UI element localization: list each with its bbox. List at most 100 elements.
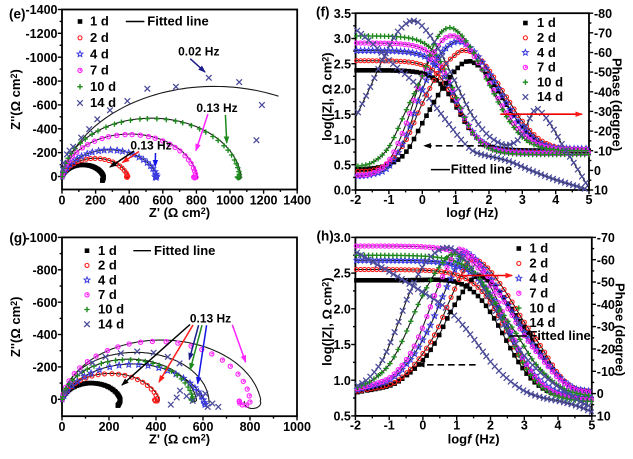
- svg-text:Fitted line: Fitted line: [147, 14, 208, 29]
- svg-text:1 d: 1 d: [537, 15, 556, 30]
- svg-text:4 d: 4 d: [90, 46, 109, 61]
- svg-text:0: 0: [597, 387, 604, 401]
- svg-text:0.5: 0.5: [334, 410, 351, 424]
- svg-text:(h): (h): [317, 229, 334, 244]
- svg-text:0.13 Hz: 0.13 Hz: [196, 101, 237, 115]
- svg-text:2 d: 2 d: [90, 30, 109, 45]
- svg-text:-80: -80: [594, 7, 612, 21]
- svg-text:5: 5: [588, 419, 595, 433]
- svg-text:4 d: 4 d: [537, 45, 556, 60]
- svg-text:200: 200: [85, 194, 106, 208]
- svg-text:3.0: 3.0: [334, 32, 351, 46]
- svg-text:1400: 1400: [283, 194, 311, 208]
- svg-text:3.5: 3.5: [334, 7, 351, 21]
- svg-text:2 d: 2 d: [529, 256, 548, 271]
- svg-text:1000: 1000: [216, 194, 244, 208]
- svg-text:-50: -50: [597, 276, 615, 290]
- svg-text:-200: -200: [32, 361, 57, 375]
- svg-text:14 d: 14 d: [537, 89, 563, 104]
- svg-text:10 d: 10 d: [537, 74, 563, 89]
- svg-text:Fitted line: Fitted line: [451, 162, 512, 177]
- svg-text:-20: -20: [597, 343, 615, 357]
- svg-text:-600: -600: [32, 296, 57, 310]
- svg-text:-1400: -1400: [26, 3, 58, 17]
- svg-text:1 d: 1 d: [90, 14, 109, 29]
- svg-text:-1: -1: [383, 193, 394, 207]
- svg-text:logf (Hz): logf (Hz): [448, 432, 500, 447]
- svg-text:1.5: 1.5: [334, 338, 351, 352]
- svg-text:800: 800: [240, 420, 261, 434]
- svg-text:400: 400: [119, 194, 140, 208]
- svg-text:Phase (degree): Phase (degree): [612, 283, 627, 376]
- svg-text:7 d: 7 d: [90, 63, 109, 78]
- svg-text:log(|Z|, Ω cm2): log(|Z|, Ω cm2): [320, 277, 335, 365]
- svg-text:-70: -70: [597, 231, 615, 245]
- svg-text:0: 0: [594, 164, 601, 178]
- svg-text:-20: -20: [594, 125, 612, 139]
- svg-text:5: 5: [586, 193, 593, 207]
- svg-text:-10: -10: [597, 365, 615, 379]
- svg-text:-600: -600: [32, 99, 57, 113]
- svg-text:(g): (g): [9, 231, 26, 246]
- svg-text:0.0: 0.0: [334, 184, 351, 198]
- svg-text:logf (Hz): logf (Hz): [446, 205, 498, 220]
- svg-text:0: 0: [59, 194, 66, 208]
- svg-text:4: 4: [552, 193, 559, 207]
- svg-text:-1200: -1200: [26, 27, 58, 41]
- svg-text:3: 3: [521, 419, 528, 433]
- svg-text:Fitted line: Fitted line: [529, 328, 590, 343]
- svg-text:7 d: 7 d: [537, 60, 556, 75]
- svg-text:0: 0: [51, 170, 58, 184]
- svg-text:2.0: 2.0: [334, 83, 351, 97]
- svg-text:-30: -30: [597, 320, 615, 334]
- svg-text:log(|Z|, Ω cm2): log(|Z|, Ω cm2): [320, 52, 335, 140]
- svg-text:10: 10: [597, 410, 611, 424]
- svg-text:7 d: 7 d: [98, 287, 117, 302]
- svg-text:-60: -60: [594, 46, 612, 60]
- svg-text:Fitted line: Fitted line: [154, 243, 215, 258]
- svg-text:-30: -30: [594, 105, 612, 119]
- svg-text:-1000: -1000: [26, 51, 58, 65]
- svg-text:-60: -60: [597, 253, 615, 267]
- svg-text:4 d: 4 d: [98, 272, 117, 287]
- svg-text:0: 0: [419, 419, 426, 433]
- svg-text:-40: -40: [597, 298, 615, 312]
- svg-text:1 d: 1 d: [529, 241, 548, 256]
- svg-text:10 d: 10 d: [98, 302, 124, 317]
- svg-text:10 d: 10 d: [90, 79, 116, 94]
- svg-text:0: 0: [51, 393, 58, 407]
- svg-text:Phase (degree): Phase (degree): [610, 58, 625, 151]
- svg-text:0: 0: [59, 420, 66, 434]
- svg-text:10: 10: [594, 184, 608, 198]
- svg-text:-10: -10: [594, 144, 612, 158]
- svg-text:14 d: 14 d: [90, 95, 116, 110]
- svg-text:-2: -2: [350, 419, 361, 433]
- svg-text:2.5: 2.5: [334, 267, 351, 281]
- svg-text:-200: -200: [32, 146, 57, 160]
- svg-text:-70: -70: [594, 26, 612, 40]
- svg-text:-2: -2: [350, 193, 361, 207]
- svg-text:4 d: 4 d: [529, 271, 548, 286]
- svg-text:4: 4: [555, 419, 562, 433]
- svg-text:-400: -400: [32, 328, 57, 342]
- svg-text:0.13 Hz: 0.13 Hz: [190, 312, 231, 326]
- svg-text:-40: -40: [594, 85, 612, 99]
- svg-text:-400: -400: [32, 122, 57, 136]
- svg-text:(e): (e): [9, 6, 26, 21]
- svg-text:2.0: 2.0: [334, 302, 351, 316]
- svg-text:1000: 1000: [283, 420, 311, 434]
- svg-text:-800: -800: [32, 263, 57, 277]
- svg-text:14 d: 14 d: [98, 316, 124, 331]
- svg-text:0: 0: [419, 193, 426, 207]
- svg-text:-50: -50: [594, 66, 612, 80]
- svg-text:2 d: 2 d: [98, 258, 117, 273]
- svg-text:(f): (f): [316, 4, 330, 19]
- svg-text:0.13 Hz: 0.13 Hz: [130, 139, 171, 153]
- svg-text:200: 200: [99, 420, 120, 434]
- svg-text:3.0: 3.0: [334, 231, 351, 245]
- svg-text:1.0: 1.0: [334, 133, 351, 147]
- svg-text:3: 3: [519, 193, 526, 207]
- svg-text:7 d: 7 d: [529, 285, 548, 300]
- svg-text:0.02 Hz: 0.02 Hz: [178, 45, 219, 59]
- svg-text:-800: -800: [32, 75, 57, 89]
